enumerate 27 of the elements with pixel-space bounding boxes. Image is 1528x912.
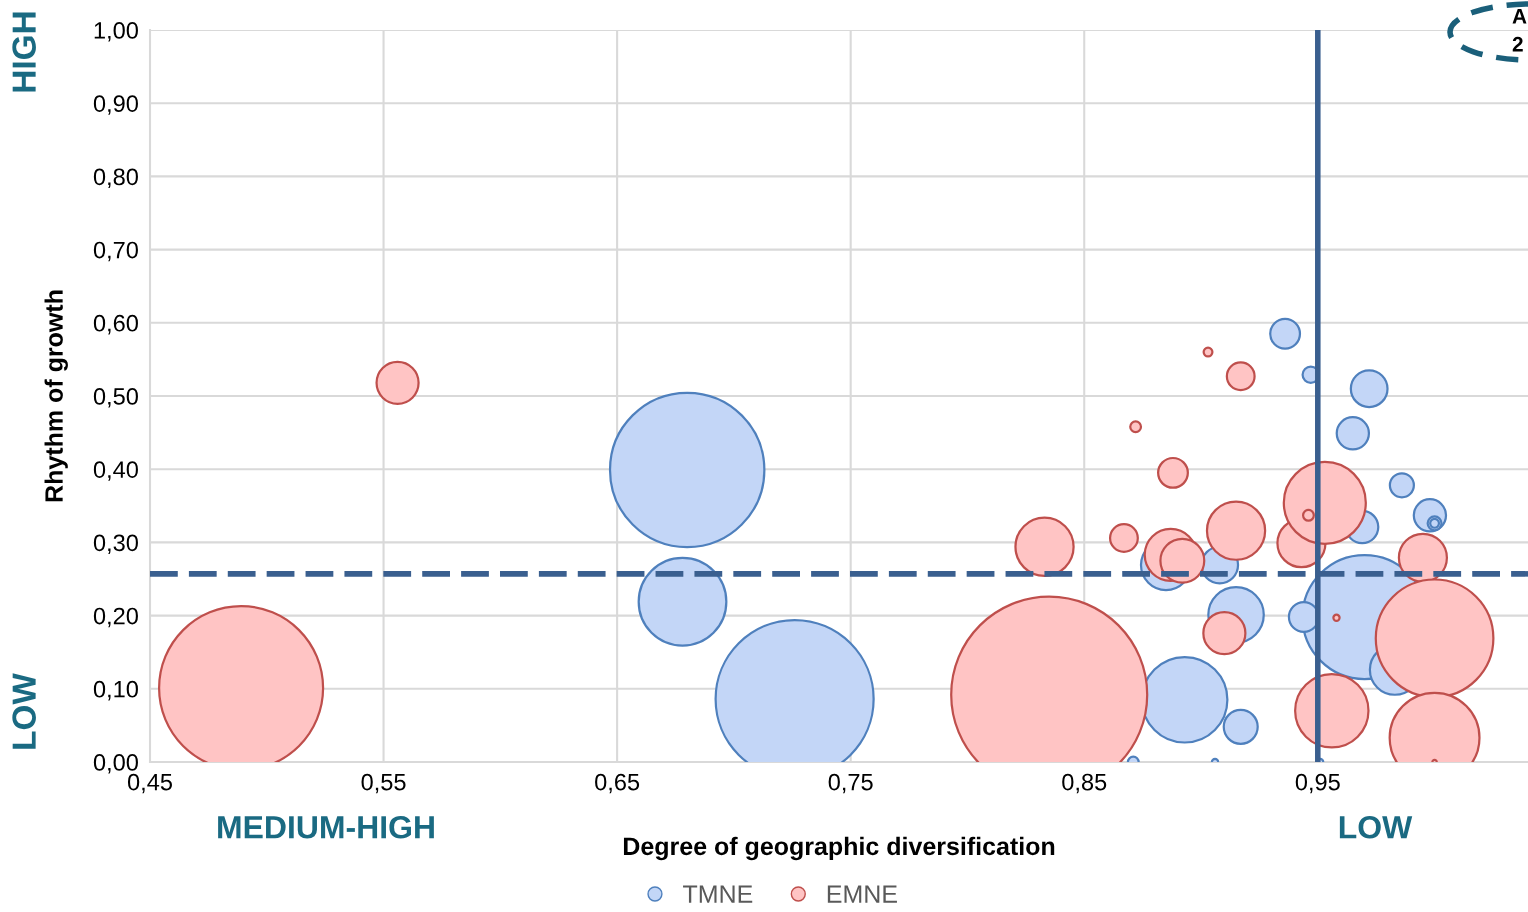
text: HIGH: [12, 12, 36, 92]
y-tick-label: 0,00: [93, 754, 138, 774]
y-tick-label: 0,10: [93, 680, 138, 701]
x-tick-label: 0,65: [595, 773, 640, 794]
y-tick-label: 0,40: [93, 461, 138, 481]
x-tick-label: 0,45: [127, 773, 172, 794]
text: LOW: [1339, 815, 1413, 839]
text: LOW: [12, 673, 36, 749]
legend-label: TMNE: [683, 885, 753, 903]
y-tick-label: 0,90: [93, 95, 138, 115]
y-axis-title: Rhythm of growth: [44, 290, 68, 502]
y-tick-label: 1,00: [94, 22, 138, 42]
x-axis-title: Degree of geographic diversification: [623, 836, 1055, 861]
text: A: [1512, 9, 1527, 24]
y-tick-label: 0,20: [93, 607, 138, 628]
y-tick-label: 0,70: [93, 241, 138, 262]
y-tick-label: 0,50: [93, 388, 138, 408]
text: MEDIUM-HIGH: [218, 815, 434, 839]
y-tick-label: 0,60: [93, 314, 138, 335]
x-tick-label: 0,85: [1062, 773, 1107, 794]
x-tick-label: 0,95: [1295, 773, 1340, 794]
x-tick-label: 0,75: [828, 773, 873, 794]
y-tick-label: 0,30: [93, 534, 138, 554]
annotation: 2: [1512, 36, 1523, 52]
x-tick-label: 0,55: [361, 773, 406, 794]
legend-label: EMNE: [827, 885, 897, 903]
y-tick-label: 0,80: [93, 168, 138, 188]
